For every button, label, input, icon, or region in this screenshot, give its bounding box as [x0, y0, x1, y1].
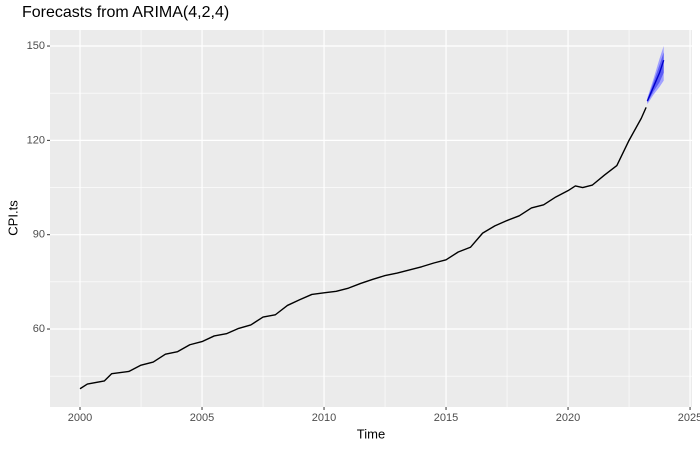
y-tick-label: 90 [33, 229, 45, 241]
x-tick-label: 2000 [68, 412, 92, 424]
x-tick-label: 2020 [556, 412, 580, 424]
x-tick-label: 2015 [434, 412, 458, 424]
series-line [79, 107, 647, 390]
y-tick-label: 120 [27, 134, 45, 146]
series-line [646, 59, 665, 102]
y-tick-label: 60 [33, 323, 45, 335]
x-tick-label: 2005 [190, 412, 214, 424]
chart-title: Forecasts from ARIMA(4,2,4) [22, 4, 229, 21]
y-tick-label: 150 [27, 40, 45, 52]
panel [50, 30, 692, 407]
x-tick-label: 2010 [312, 412, 336, 424]
y-axis-label: CPI.ts [5, 200, 20, 236]
x-axis-label: Time [357, 426, 385, 441]
x-tick-label: 2025 [678, 412, 700, 424]
